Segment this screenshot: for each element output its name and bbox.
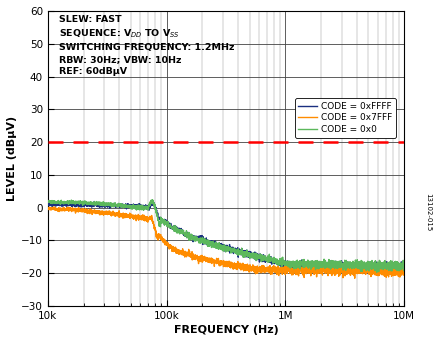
Legend: CODE = 0xFFFF, CODE = 0x7FFF, CODE = 0x0: CODE = 0xFFFF, CODE = 0x7FFF, CODE = 0x0 [294,98,395,138]
CODE = 0xFFFF [401,261,406,265]
Text: SLEW: FAST
SEQUENCE: V$_{DD}$ TO V$_{SS}$
SWITCHING FREQUENCY: 1.2MHz
RBW: 30Hz;: SLEW: FAST SEQUENCE: V$_{DD}$ TO V$_{SS}… [59,15,233,76]
Text: 13102-015: 13102-015 [424,193,431,231]
CODE = 0x7FFF [394,267,399,271]
CODE = 0xFFFF [181,231,187,235]
CODE = 0x7FFF [197,258,202,262]
CODE = 0x0 [401,266,406,270]
CODE = 0xFFFF [376,271,381,275]
CODE = 0x0 [197,238,202,242]
CODE = 0x0 [181,233,187,237]
CODE = 0xFFFF [45,202,50,207]
CODE = 0x0 [45,199,50,203]
CODE = 0x7FFF [355,267,361,271]
CODE = 0xFFFF [107,205,112,209]
CODE = 0xFFFF [355,264,361,268]
CODE = 0x0 [373,270,378,274]
CODE = 0x7FFF [401,269,406,273]
CODE = 0x0 [394,260,399,264]
CODE = 0xFFFF [197,237,202,241]
CODE = 0xFFFF [150,199,155,203]
CODE = 0x0 [107,203,112,207]
CODE = 0x7FFF [181,252,187,256]
CODE = 0x7FFF [351,276,356,280]
Y-axis label: LEVEL (dBµV): LEVEL (dBµV) [7,116,17,201]
CODE = 0xFFFF [394,271,399,275]
CODE = 0x0 [150,198,155,202]
CODE = 0xFFFF [85,204,91,208]
Line: CODE = 0x0: CODE = 0x0 [48,200,403,272]
CODE = 0x7FFF [52,205,57,209]
CODE = 0x7FFF [107,211,112,215]
CODE = 0x0 [85,200,91,204]
CODE = 0x7FFF [45,206,50,210]
CODE = 0x7FFF [86,210,91,214]
Line: CODE = 0x7FFF: CODE = 0x7FFF [48,207,403,278]
X-axis label: FREQUENCY (Hz): FREQUENCY (Hz) [173,325,278,335]
Line: CODE = 0xFFFF: CODE = 0xFFFF [48,201,403,273]
CODE = 0x0 [355,263,361,267]
